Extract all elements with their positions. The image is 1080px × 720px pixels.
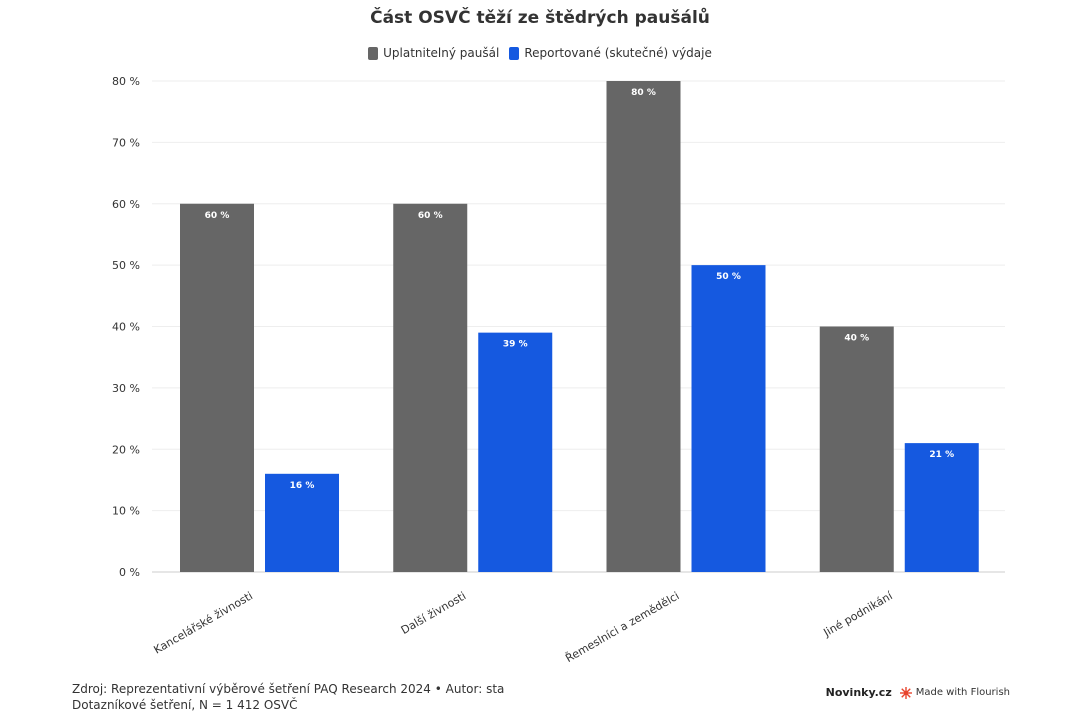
- y-tick-label: 20 %: [112, 443, 140, 456]
- branding: Novinky.cz Made with Flourish: [826, 686, 1010, 699]
- bar-data-label: 21 %: [929, 450, 954, 460]
- x-tick-label: Řemeslníci a zemědělci: [563, 589, 681, 665]
- x-tick-label: Další živnosti: [399, 589, 468, 637]
- bar-paushal[interactable]: [606, 81, 681, 572]
- bar-vydaje[interactable]: [265, 473, 339, 572]
- novinky-logo[interactable]: Novinky.cz: [825, 686, 892, 699]
- y-tick-label: 30 %: [112, 382, 140, 395]
- bar-paushal[interactable]: [819, 326, 894, 573]
- flourish-icon: [899, 686, 912, 699]
- y-tick-label: 80 %: [112, 75, 140, 88]
- flourish-credit[interactable]: Made with Flourish: [899, 686, 1010, 699]
- y-tick-label: 60 %: [112, 198, 140, 211]
- legend-swatch-vydaje: [509, 46, 520, 60]
- y-tick-label: 40 %: [112, 321, 140, 334]
- bar-paushal[interactable]: [180, 203, 254, 572]
- bar-paushal[interactable]: [393, 203, 468, 572]
- bar-data-label: 80 %: [631, 88, 656, 98]
- y-tick-label: 70 %: [112, 136, 140, 149]
- legend-item-paushal[interactable]: Uplatnitelný paušál: [368, 46, 499, 60]
- y-tick-label: 10 %: [112, 505, 140, 518]
- legend-swatch-paushal: [368, 46, 379, 60]
- bar-vydaje[interactable]: [904, 443, 979, 572]
- legend-label-vydaje: Reportované (skutečné) výdaje: [524, 46, 712, 60]
- bar-vydaje[interactable]: [691, 265, 766, 572]
- bar-data-label: 60 %: [418, 211, 443, 221]
- bar-data-label: 40 %: [844, 334, 869, 344]
- source-line-1: Zdroj: Reprezentativní výběrové šetření …: [72, 682, 505, 696]
- x-tick-label: Jiné podnikání: [821, 589, 896, 640]
- bar-data-label: 39 %: [503, 340, 528, 350]
- legend: Uplatnitelný paušál Reportované (skutečn…: [0, 46, 1080, 60]
- legend-item-vydaje[interactable]: Reportované (skutečné) výdaje: [509, 46, 712, 60]
- bar-vydaje[interactable]: [478, 332, 553, 572]
- bar-data-label: 50 %: [716, 272, 741, 282]
- source-line-2: Dotazníkové šetření, N = 1 412 OSVČ: [72, 698, 298, 712]
- x-tick-label: Kancelářské živnosti: [152, 589, 255, 656]
- chart-title: Část OSVČ těží ze štědrých paušálů: [370, 8, 710, 28]
- source-note: Zdroj: Reprezentativní výběrové šetření …: [72, 681, 504, 713]
- y-tick-label: 0 %: [119, 566, 140, 579]
- y-tick-label: 50 %: [112, 259, 140, 272]
- legend-label-paushal: Uplatnitelný paušál: [383, 46, 500, 60]
- bar-data-label: 16 %: [290, 481, 315, 491]
- bar-data-label: 60 %: [205, 211, 230, 221]
- flourish-label: Made with Flourish: [915, 687, 1010, 698]
